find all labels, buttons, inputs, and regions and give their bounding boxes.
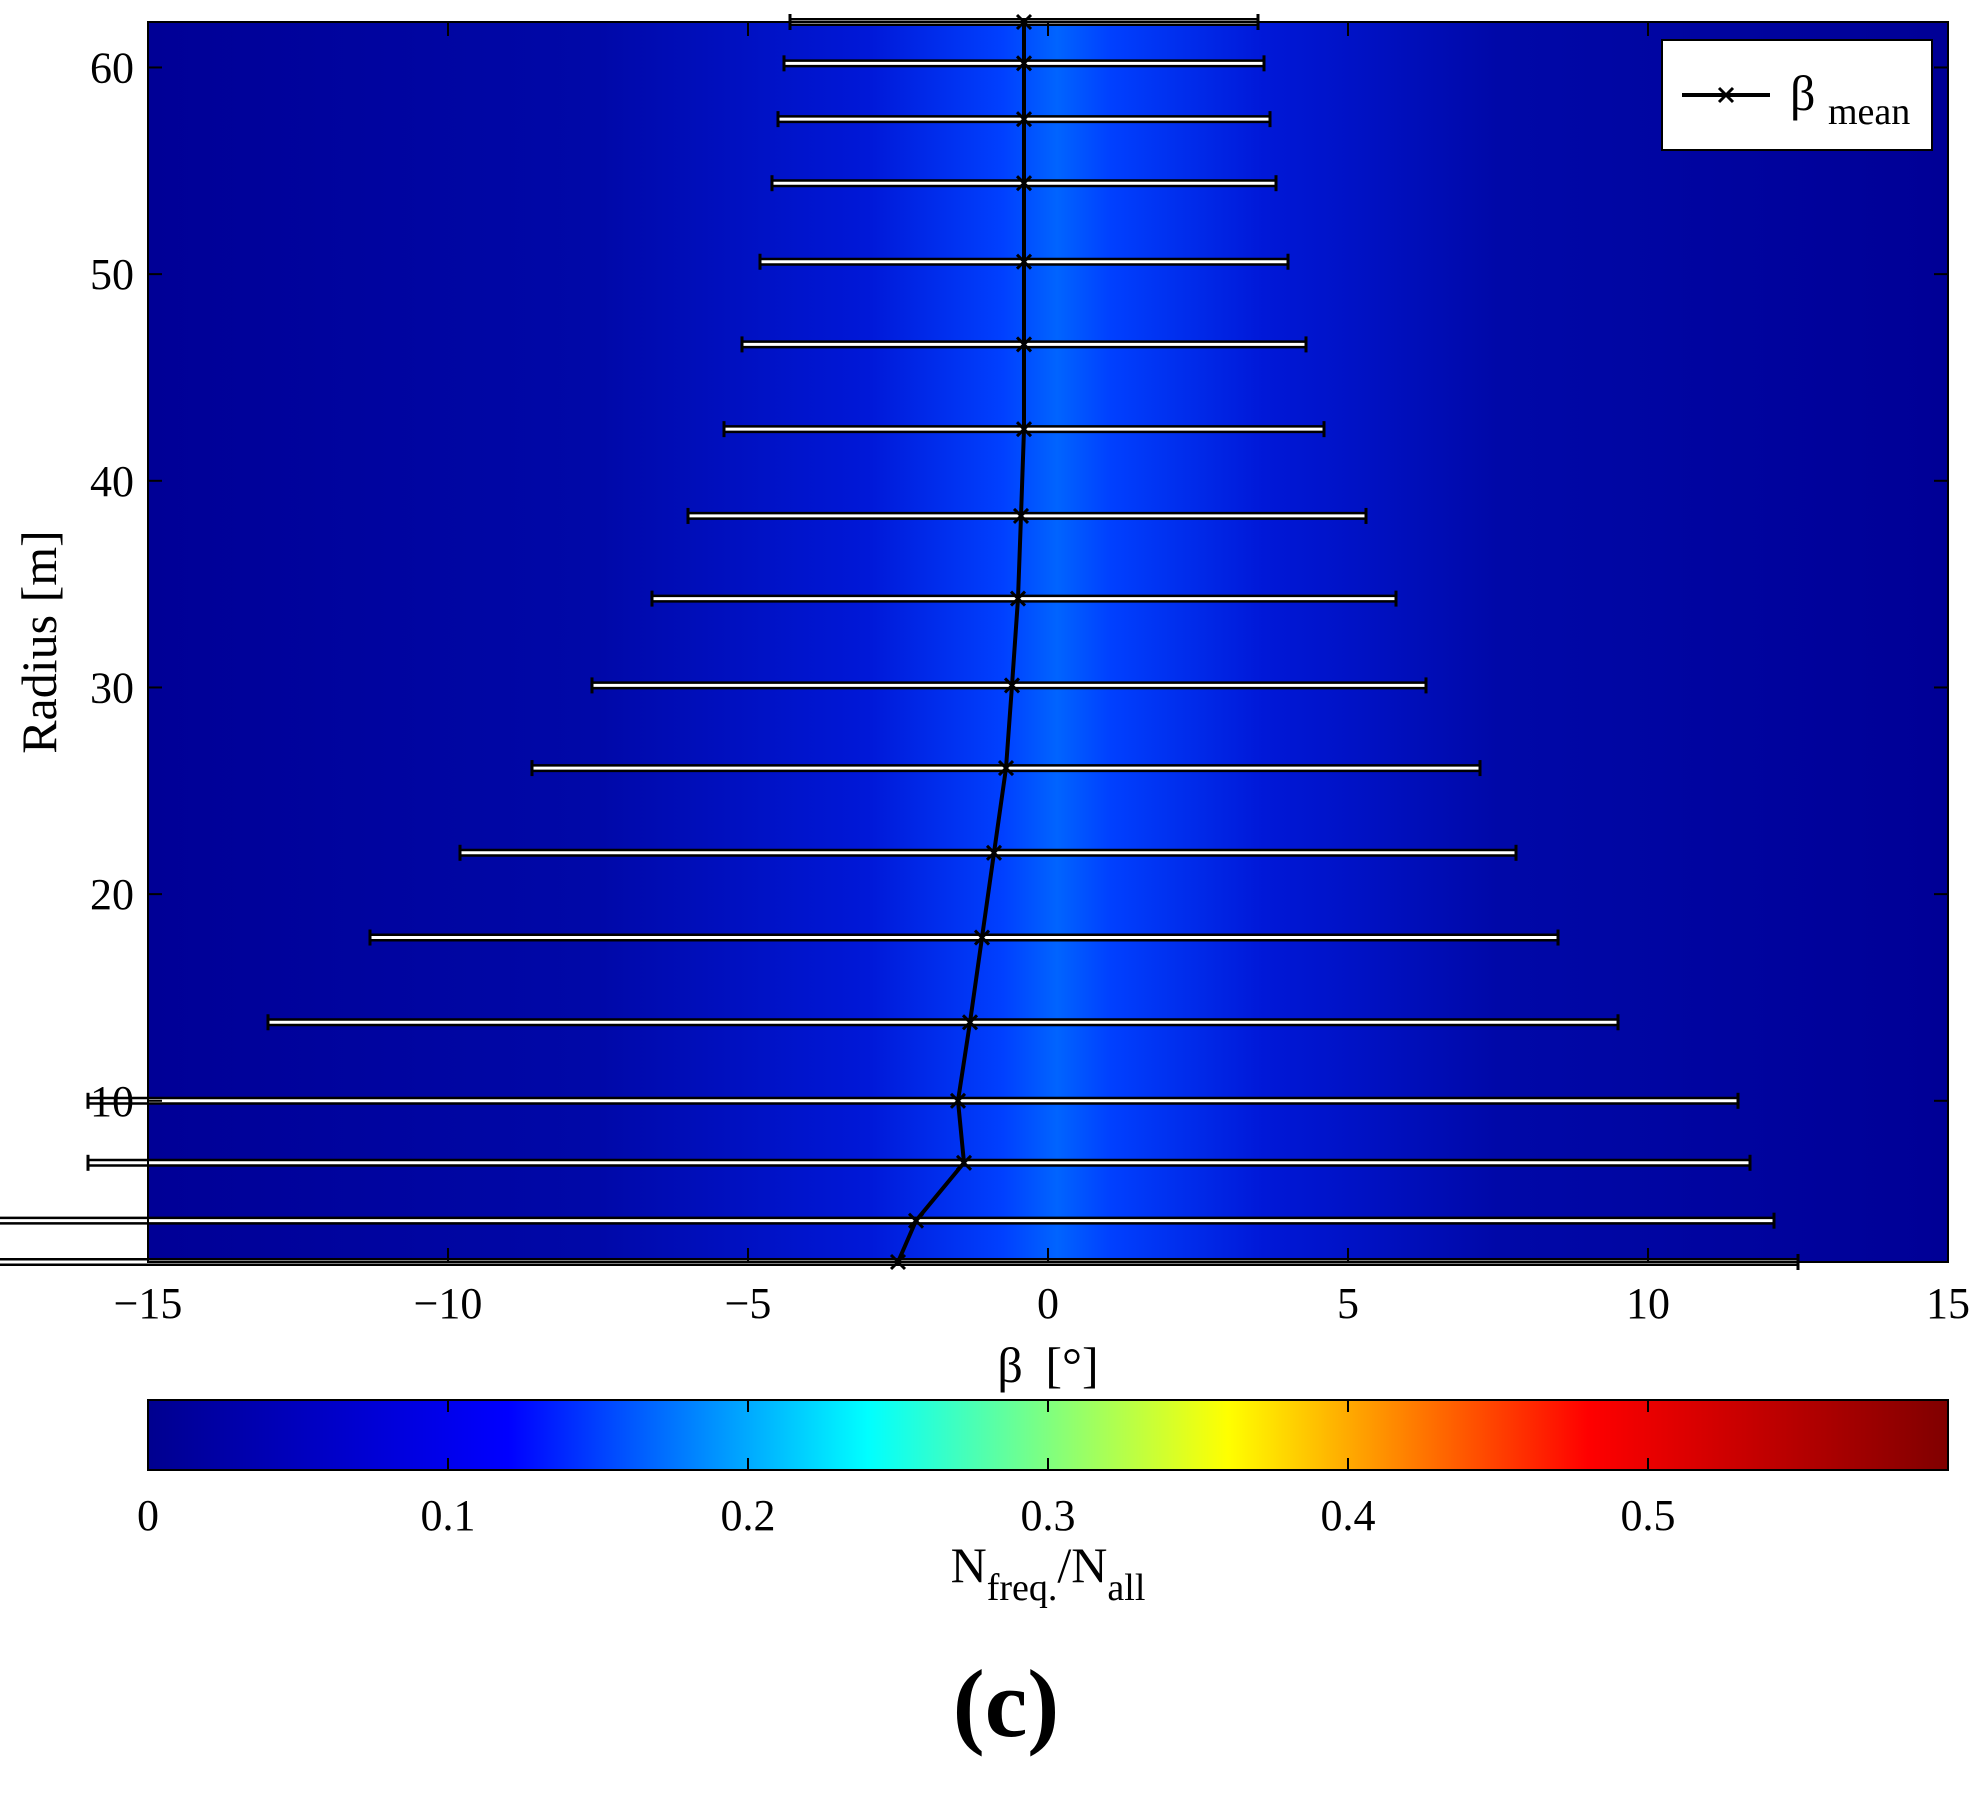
mean-series-line — [896, 22, 1026, 1263]
x-tick-label: 5 — [1337, 1279, 1359, 1328]
legend: β mean — [1661, 39, 1933, 151]
x-tick-label: −15 — [114, 1279, 183, 1328]
svg-text:β [°]: β [°] — [997, 1337, 1098, 1393]
mean-point — [985, 844, 1003, 861]
svg-text:β mean: β mean — [1790, 65, 1910, 133]
legend-subscript: mean — [1828, 91, 1910, 133]
x-axis-symbol: β — [997, 1337, 1022, 1393]
x-ticks: −15 −10 −5 0 5 10 15 — [114, 22, 1970, 1328]
colorbar-tick-label: 0.3 — [1021, 1491, 1076, 1540]
x-tick-label: 15 — [1926, 1279, 1970, 1328]
y-tick-label: 10 — [90, 1077, 134, 1126]
legend-symbol: β — [1790, 65, 1815, 121]
y-tick-label: 20 — [90, 870, 134, 919]
x-tick-label: 0 — [1037, 1279, 1059, 1328]
y-tick-label: 30 — [90, 663, 134, 712]
heatmap-background — [148, 22, 1948, 1262]
y-tick-label: 40 — [90, 457, 134, 506]
legend-marker — [1717, 86, 1735, 104]
x-tick-label: −10 — [414, 1279, 483, 1328]
x-tick-label: 10 — [1626, 1279, 1670, 1328]
panel-label: (c) — [953, 1650, 1060, 1757]
mean-point — [907, 1212, 925, 1229]
plot-area: −15 −10 −5 0 5 10 15 10 20 30 40 50 60 — [0, 13, 1970, 1328]
y-axis-title: Radius [m] — [11, 530, 67, 754]
mean-point — [1015, 421, 1033, 438]
mean-point — [949, 1092, 967, 1109]
mean-point — [1009, 590, 1027, 607]
y-tick-label: 60 — [90, 43, 134, 92]
mean-point — [961, 1014, 979, 1031]
colorbar-tick-label: 0.1 — [421, 1491, 476, 1540]
mean-point — [1012, 507, 1030, 524]
colorbar-tick-label: 0 — [137, 1491, 159, 1540]
y-ticks: 10 20 30 40 50 60 — [90, 43, 1948, 1126]
colorbar-label: Nfreq./Nall — [951, 1537, 1146, 1609]
mean-point — [1015, 175, 1033, 192]
x-axis-unit: [°] — [1045, 1337, 1098, 1393]
mean-point — [1003, 677, 1021, 694]
x-axis-title: β [°] — [997, 1337, 1098, 1393]
colorbar-tick-label: 0.4 — [1321, 1491, 1376, 1540]
mean-point — [997, 760, 1015, 777]
mean-point — [1015, 253, 1033, 270]
mean-point — [1015, 55, 1033, 72]
y-tick-label: 50 — [90, 250, 134, 299]
mean-point — [1015, 336, 1033, 353]
mean-line — [889, 13, 1033, 1271]
mean-point — [955, 1154, 973, 1171]
x-tick-label: −5 — [725, 1279, 772, 1328]
mean-point — [1015, 111, 1033, 128]
mean-point — [973, 929, 991, 946]
colorbar: 0 0.1 0.2 0.3 0.4 0.5 Nfreq./Nall — [137, 1399, 1949, 1609]
colorbar-tick-label: 0.5 — [1621, 1491, 1676, 1540]
colorbar-ticks: 0 0.1 0.2 0.3 0.4 0.5 — [137, 1400, 1676, 1540]
colorbar-tick-label: 0.2 — [721, 1491, 776, 1540]
